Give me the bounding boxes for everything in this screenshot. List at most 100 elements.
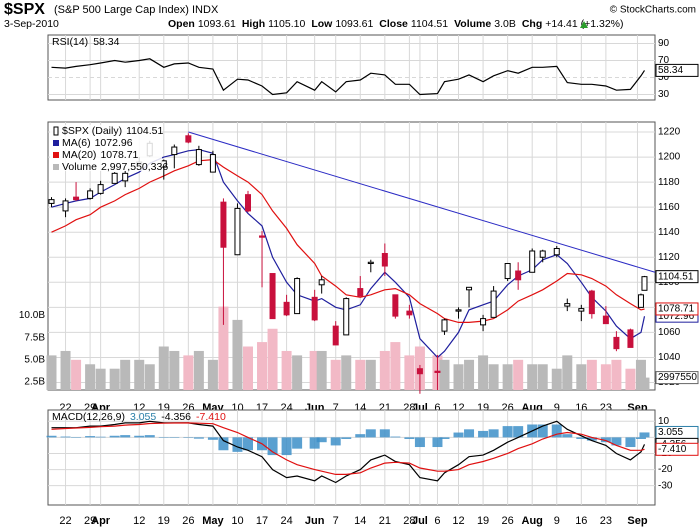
candle-body — [392, 294, 399, 317]
volume-bar — [242, 346, 253, 390]
tag-text: 58.34 — [658, 65, 683, 76]
candle-body — [627, 329, 634, 348]
legend-item: MA(20) 1078.71 — [62, 149, 139, 161]
volume-bar — [562, 355, 573, 390]
tag-text: 1104.51 — [658, 271, 694, 282]
legend-value: 58.34 — [93, 36, 119, 48]
y2-tick-label: 10.0B — [19, 310, 45, 321]
x-tick-label: 14 — [354, 515, 366, 527]
tag-text: 1072.96 — [658, 311, 695, 322]
histogram-bar — [365, 429, 376, 438]
y-tick-label: 1040 — [658, 352, 681, 363]
tag-text: 3.055 — [658, 427, 683, 438]
y-tick-label: -20 — [658, 464, 673, 475]
candle-body — [504, 263, 511, 280]
candle-body — [637, 294, 644, 308]
volume-bar — [144, 364, 155, 390]
volume-bar — [341, 355, 352, 390]
legend-name: Volume — [62, 161, 97, 173]
histogram-bar — [576, 437, 587, 439]
stat-value: 1105.10 — [268, 18, 305, 30]
histogram-bar — [60, 436, 71, 438]
series-line — [51, 158, 645, 323]
volume-bar — [218, 306, 229, 390]
histogram-bar — [562, 434, 573, 438]
histogram-bar — [551, 424, 562, 438]
legend-value: 2,997,550,336 — [101, 161, 168, 173]
candle-body — [406, 310, 413, 316]
volume-bar — [183, 355, 194, 390]
volume-bar — [281, 350, 292, 390]
stat-label: Low — [311, 18, 333, 30]
x-tick-label: 7 — [333, 515, 339, 527]
legend-name: $SPX (Daily) — [62, 125, 122, 137]
histogram-bar — [207, 437, 218, 440]
legend-value: 1072.96 — [95, 137, 133, 149]
stat-label: High — [242, 18, 265, 30]
trend-line — [188, 131, 656, 273]
candle-body — [283, 301, 290, 316]
volume-bar — [439, 359, 450, 390]
series-line — [51, 422, 645, 475]
series-line — [51, 58, 646, 96]
candle-body — [641, 276, 648, 291]
legend-value: 1078.71 — [100, 149, 138, 161]
volume-bar — [85, 364, 96, 390]
legend-name: MA(6) — [62, 137, 91, 149]
series-line — [51, 420, 646, 484]
candle-body — [602, 315, 609, 325]
histogram-bar — [390, 436, 401, 438]
volume-bar — [257, 342, 268, 390]
candle-body — [588, 290, 595, 315]
volume-bar — [232, 319, 243, 390]
candle-body — [553, 247, 560, 256]
candle-body — [529, 250, 536, 273]
stat-value: 3.0B — [494, 18, 516, 30]
candle-body — [259, 235, 266, 238]
volume-bar — [309, 350, 320, 390]
candle-body — [48, 199, 55, 204]
x-tick-label: 23 — [600, 515, 612, 527]
candle-body — [195, 149, 202, 166]
volume-bar — [134, 359, 145, 390]
histogram-bar — [404, 437, 415, 439]
histogram-bar — [414, 437, 425, 448]
candle-body — [441, 319, 448, 332]
y-tick-label: 1220 — [658, 127, 681, 138]
y-tick-label: 1060 — [658, 327, 681, 338]
histogram-bar — [85, 436, 96, 438]
histogram-bar — [502, 426, 513, 438]
candle-body — [97, 184, 104, 194]
volume-bar — [207, 359, 218, 390]
histogram-bar — [330, 437, 341, 446]
x-tick-label: 17 — [256, 515, 268, 527]
histogram-bar — [379, 429, 390, 438]
y-tick-label: 50 — [658, 72, 670, 83]
legend: MACD(12,26,9) 3.055 -4.356 -7.410 — [52, 411, 226, 423]
legend-icon — [53, 126, 59, 136]
date: 3-Sep-2010 — [4, 18, 59, 30]
x-tick-label: 21 — [379, 515, 391, 527]
candle-body — [244, 194, 251, 212]
candle-body — [613, 336, 620, 350]
y-tick-label: 1140 — [658, 227, 680, 238]
candle-body — [343, 298, 350, 336]
candle-body — [466, 286, 473, 291]
volume-bar — [355, 359, 366, 390]
histogram-bar — [46, 435, 57, 438]
y-tick-label: 70 — [658, 55, 670, 66]
volume-bar — [292, 355, 303, 390]
candle-body — [539, 250, 546, 258]
y-tick-label: 1200 — [658, 152, 681, 163]
candle-body — [87, 190, 94, 199]
histogram-bar — [639, 432, 650, 438]
value-tag: 1104.51 — [655, 270, 699, 284]
stat-label: Close — [379, 18, 408, 30]
y-tick-label: 1180 — [658, 177, 680, 188]
histogram-bar — [267, 437, 278, 456]
candle-body — [122, 172, 129, 182]
y-tick-label: 10 — [658, 416, 670, 427]
x-tick-label: 28 — [403, 515, 415, 527]
x-tick-label: 19 — [158, 515, 170, 527]
